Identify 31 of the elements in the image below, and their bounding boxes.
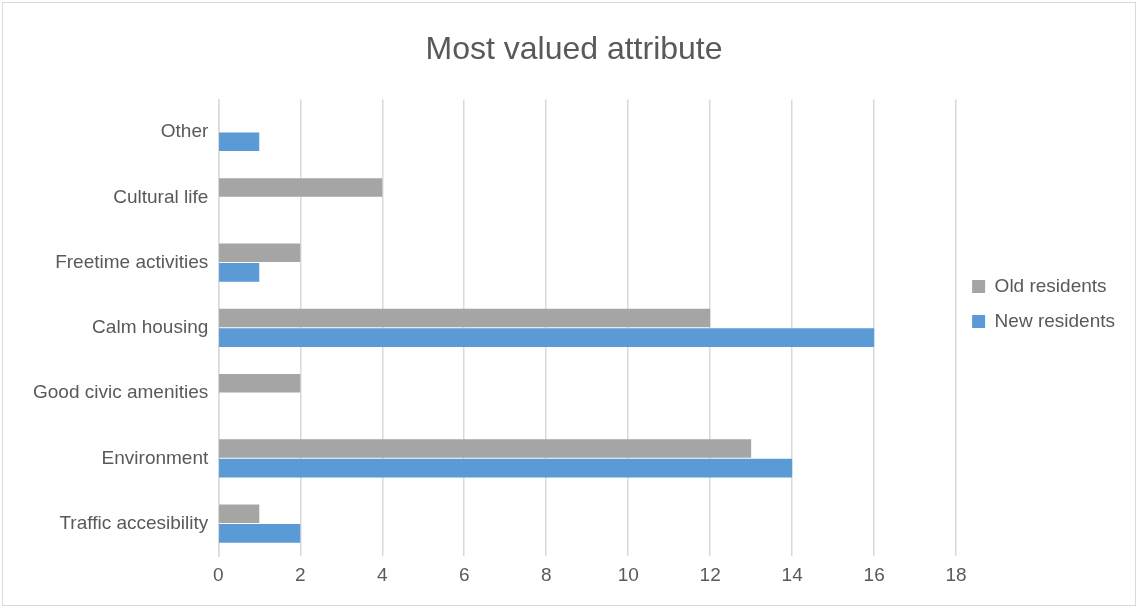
bar xyxy=(219,524,301,543)
y-tick-label: Traffic accesibility xyxy=(59,511,209,533)
bar xyxy=(219,458,793,478)
x-tick-label: 2 xyxy=(294,563,306,585)
x-tick-label: 10 xyxy=(617,563,639,585)
legend-label: New residents xyxy=(994,309,1116,331)
x-tick-label: 0 xyxy=(213,563,224,585)
bar xyxy=(219,132,260,152)
chart-title: Most valued attribute xyxy=(425,30,723,67)
bar xyxy=(219,439,752,458)
bar xyxy=(219,243,301,263)
x-tick-label: 14 xyxy=(781,563,804,585)
y-tick-label: Good civic amenities xyxy=(33,381,209,403)
x-tick-label: 18 xyxy=(945,563,967,585)
y-tick-label: Calm housing xyxy=(92,316,209,338)
y-tick-label: Cultural life xyxy=(113,185,209,207)
x-tick-label: 12 xyxy=(699,563,721,585)
bar xyxy=(219,263,260,282)
x-tick-label: 6 xyxy=(458,563,470,585)
bar xyxy=(219,308,711,328)
bar xyxy=(219,504,260,524)
bar xyxy=(219,178,383,197)
x-tick-label: 16 xyxy=(863,563,885,585)
y-tick-label: Freetime activities xyxy=(55,250,209,272)
legend-label: Old residents xyxy=(994,274,1107,296)
bar xyxy=(219,328,875,347)
y-tick-label: Other xyxy=(160,120,209,142)
bar xyxy=(219,373,301,393)
x-tick-label: 8 xyxy=(540,563,552,585)
y-tick-label: Environment xyxy=(101,446,210,468)
x-tick-label: 4 xyxy=(376,563,388,585)
